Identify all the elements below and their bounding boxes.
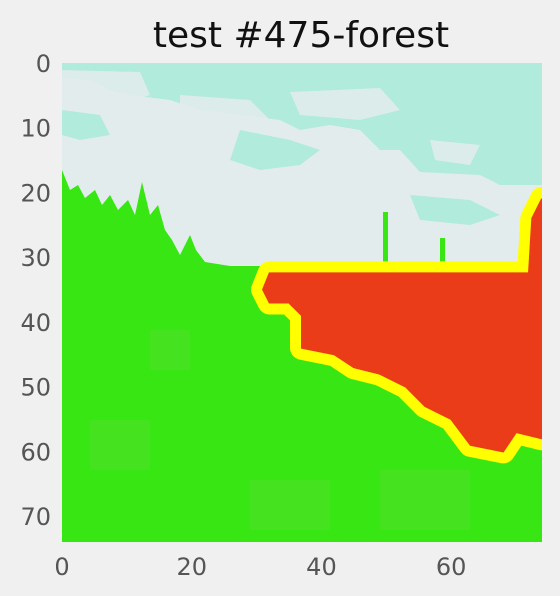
y-tick-label: 50 [20,374,51,402]
cloud-region [410,195,500,225]
burn-area [262,198,542,453]
tree-spike [440,238,445,270]
cloud-gap [62,70,150,105]
forest-texture [90,420,150,470]
y-tick-label: 0 [36,50,51,78]
y-tick-label: 40 [20,309,51,337]
y-tick-label: 10 [20,115,51,143]
cloud-region [62,110,110,140]
y-tick-label: 20 [20,179,51,207]
forest-texture [250,480,330,530]
cloud-region [230,130,320,170]
cloud-gap [430,140,480,165]
y-tick-label: 70 [20,503,51,531]
tree-spike [383,212,388,270]
cloud-gap [290,88,400,120]
forest-texture [150,330,190,370]
x-tick-label: 40 [306,553,337,581]
plot-area [62,63,542,542]
cloud-region [62,63,542,185]
x-axis: 0 20 40 60 [54,553,466,581]
forest-texture [380,470,470,530]
y-axis: 0 10 20 30 40 50 60 70 [20,50,51,531]
cloud-gap [180,95,270,125]
x-tick-label: 20 [176,553,207,581]
chart-title: test #475-forest [153,15,449,56]
x-tick-label: 60 [436,553,467,581]
x-tick-label: 0 [54,553,69,581]
y-tick-label: 30 [20,244,51,272]
y-tick-label: 60 [20,438,51,466]
